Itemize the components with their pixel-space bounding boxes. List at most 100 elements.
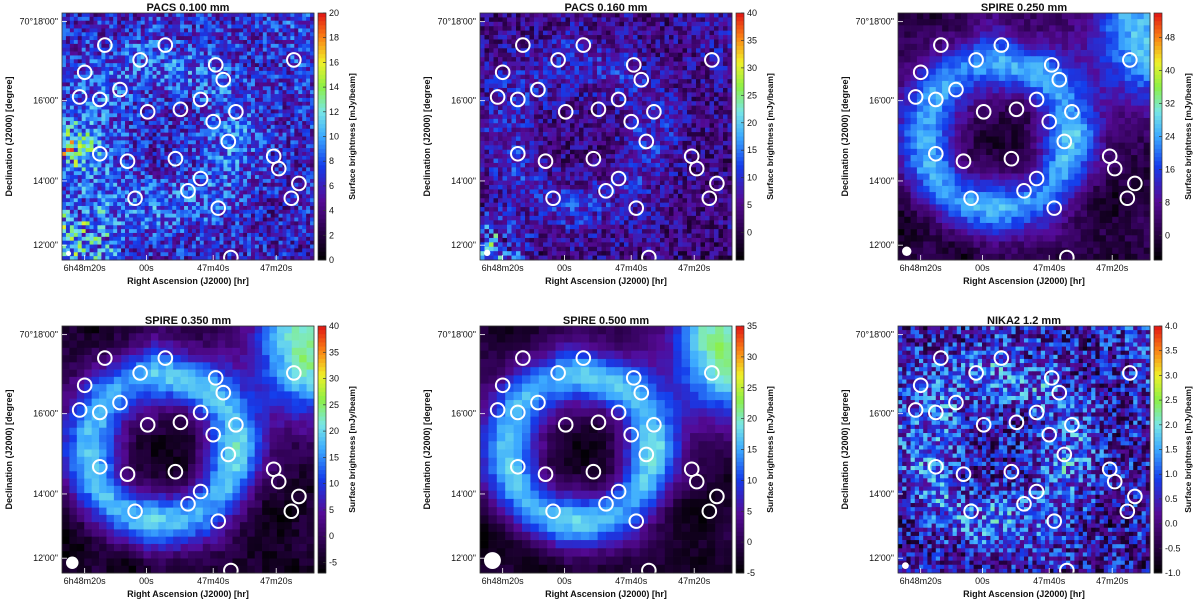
heatmap-cell xyxy=(172,70,177,76)
heatmap-cell xyxy=(251,105,256,110)
heatmap-cell xyxy=(254,202,260,207)
heatmap-cell xyxy=(615,43,620,49)
heatmap-cell xyxy=(199,159,205,164)
heatmap-cell xyxy=(306,47,311,52)
heatmap-cell xyxy=(637,13,643,18)
colorbar-segment xyxy=(318,222,326,228)
heatmap-cell xyxy=(105,229,110,234)
heatmap-cell xyxy=(69,40,75,45)
heatmap-cell xyxy=(191,121,197,126)
heatmap-cell xyxy=(579,52,584,58)
heatmap-cell xyxy=(203,144,209,149)
heatmap-cell xyxy=(69,240,75,245)
heatmap-cell xyxy=(215,244,220,249)
heatmap-cell xyxy=(534,35,539,40)
heatmap-cell xyxy=(77,55,83,60)
heatmap-cell xyxy=(219,82,224,87)
heatmap-cell xyxy=(109,186,114,191)
heatmap-cell xyxy=(101,32,106,37)
heatmap-cell xyxy=(176,74,181,79)
heatmap-cell xyxy=(270,217,275,222)
heatmap-cell xyxy=(664,39,670,45)
heatmap-cell xyxy=(89,248,94,253)
heatmap-cell xyxy=(97,159,102,164)
y-tick-label: 12'00" xyxy=(33,240,58,250)
heatmap-cell xyxy=(520,13,526,18)
heatmap-cell xyxy=(310,94,315,99)
heatmap-cell xyxy=(306,221,311,226)
heatmap-cell xyxy=(207,20,212,25)
heatmap-cell xyxy=(199,205,205,211)
heatmap-cell xyxy=(62,225,67,230)
heatmap-cell xyxy=(258,51,264,56)
heatmap-cell xyxy=(633,57,638,62)
heatmap-cell xyxy=(168,55,173,60)
heatmap-cell xyxy=(258,55,264,60)
heatmap-cell xyxy=(195,178,201,184)
heatmap-cell xyxy=(164,109,169,114)
heatmap-cell xyxy=(89,148,94,153)
heatmap-cell xyxy=(561,39,566,45)
heatmap-cell xyxy=(254,67,260,72)
heatmap-cell xyxy=(140,202,146,207)
heatmap-cell xyxy=(62,51,67,56)
heatmap-cell xyxy=(168,105,173,110)
heatmap-cell xyxy=(302,132,307,137)
heatmap-cell xyxy=(660,21,665,27)
heatmap-cell xyxy=(606,17,611,23)
heatmap-cell xyxy=(97,182,102,188)
heatmap-cell xyxy=(148,244,153,249)
heatmap-cell xyxy=(101,225,106,230)
heatmap-cell xyxy=(274,213,279,218)
heatmap-cell xyxy=(207,101,212,106)
heatmap-cell xyxy=(282,217,287,222)
heatmap-cell xyxy=(714,26,719,31)
heatmap-cell xyxy=(262,67,268,72)
heatmap-cell xyxy=(113,167,118,172)
heatmap-cell xyxy=(262,217,268,222)
heatmap-cell xyxy=(274,67,279,72)
heatmap-cell xyxy=(601,57,607,62)
heatmap-cell xyxy=(274,128,279,133)
heatmap-cell xyxy=(113,132,118,137)
heatmap-cell xyxy=(298,43,303,49)
heatmap-cell xyxy=(117,109,122,114)
heatmap-cell xyxy=(65,171,71,176)
heatmap-cell xyxy=(258,209,264,215)
heatmap-cell xyxy=(290,59,295,64)
heatmap-cell xyxy=(203,124,209,130)
heatmap-cell xyxy=(294,128,299,133)
heatmap-cell xyxy=(274,90,279,95)
heatmap-cell xyxy=(235,105,240,110)
heatmap-cell xyxy=(525,43,530,49)
heatmap-cell xyxy=(156,86,161,91)
heatmap-cell xyxy=(619,43,625,49)
heatmap-cell xyxy=(298,221,303,226)
colorbar-segment xyxy=(318,173,326,179)
heatmap-cell xyxy=(65,136,71,141)
heatmap-cell xyxy=(579,26,584,31)
heatmap-cell xyxy=(687,26,692,31)
heatmap-cell xyxy=(93,229,98,234)
heatmap-cell xyxy=(85,202,90,207)
heatmap-cell xyxy=(172,74,177,79)
heatmap-cell xyxy=(235,101,240,106)
heatmap-cell xyxy=(520,30,526,36)
heatmap-cell xyxy=(109,67,114,72)
heatmap-cell xyxy=(62,40,67,45)
heatmap-cell xyxy=(251,32,256,37)
heatmap-cell xyxy=(62,63,67,68)
heatmap-cell xyxy=(97,63,102,68)
heatmap-cell xyxy=(651,52,656,58)
heatmap-cell xyxy=(270,205,275,211)
heatmap-cell xyxy=(168,132,173,137)
heatmap-cell xyxy=(219,248,224,253)
heatmap-cell xyxy=(302,74,307,79)
heatmap-cell xyxy=(583,21,589,27)
heatmap-cell xyxy=(243,105,248,110)
heatmap-cell xyxy=(77,213,83,218)
heatmap-cell xyxy=(306,248,311,253)
heatmap-cell xyxy=(136,74,142,79)
heatmap-cell xyxy=(199,132,205,137)
heatmap-cell xyxy=(105,47,110,52)
